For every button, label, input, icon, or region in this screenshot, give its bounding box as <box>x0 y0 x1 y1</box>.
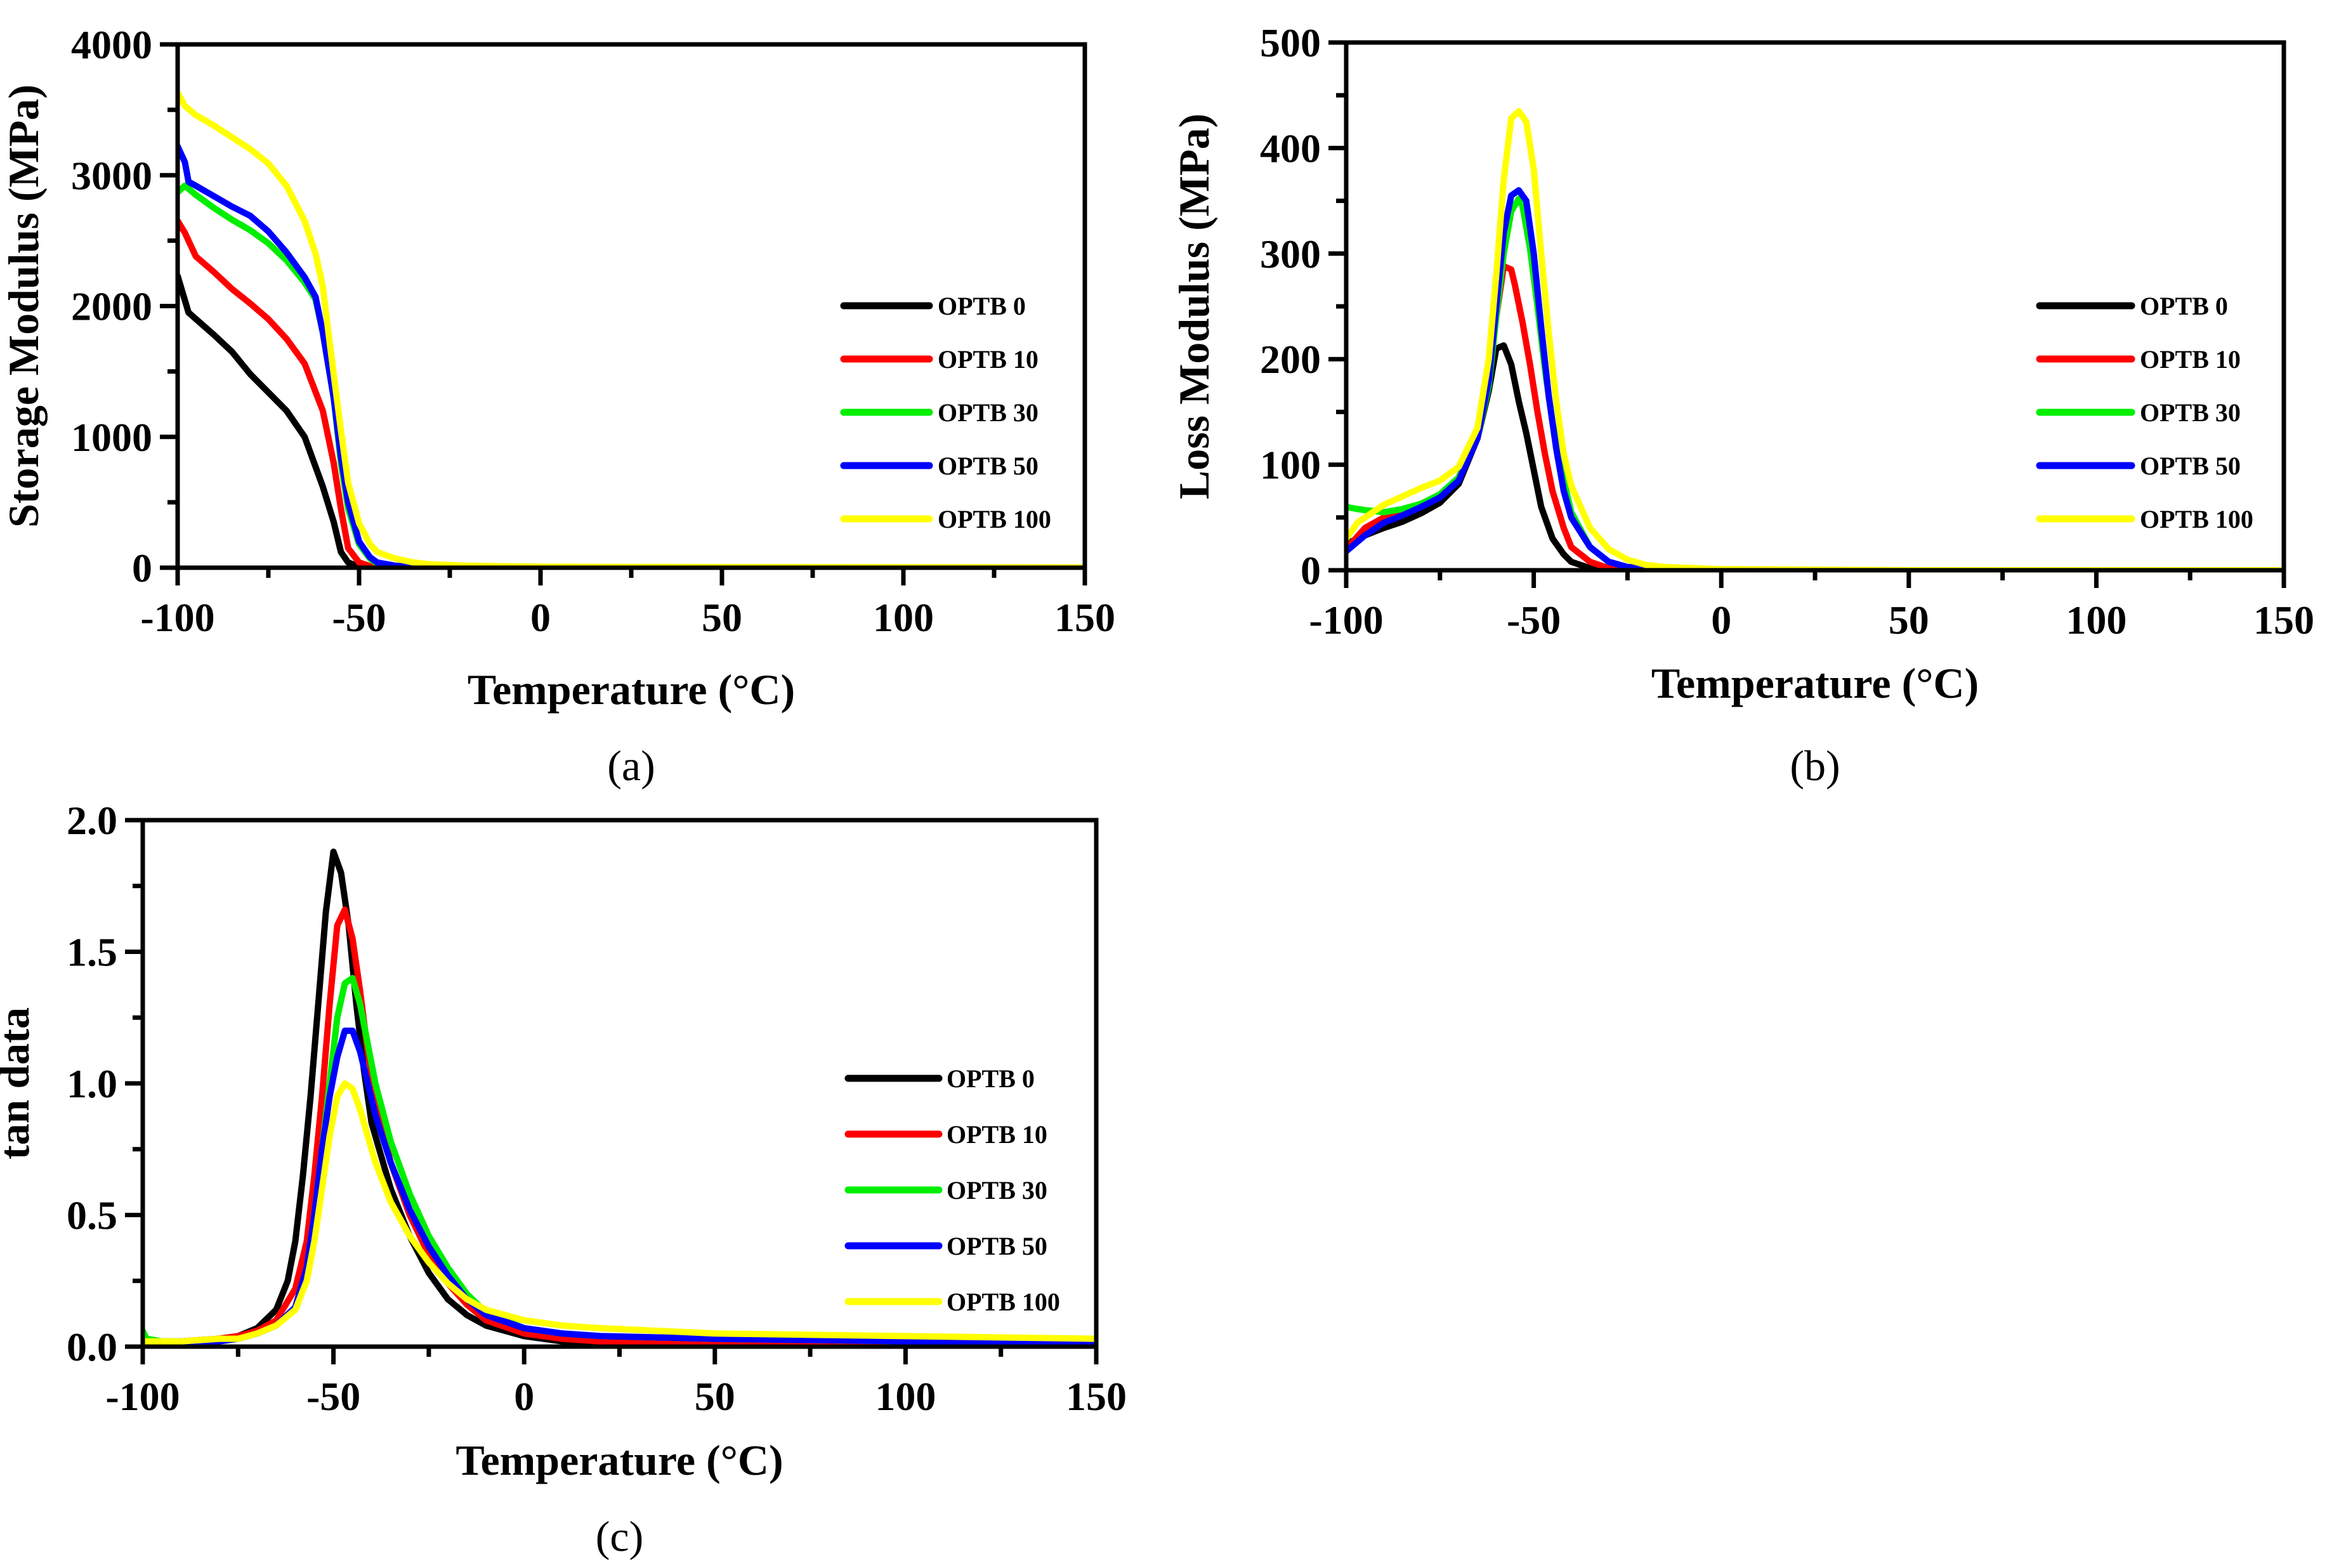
y-tick-label: 0 <box>132 546 152 591</box>
series-line-optb-0 <box>143 848 1096 1347</box>
legend: OPTB 0 OPTB 10 OPTB 30 OPTB 50 OPTB 100 <box>2036 292 2253 533</box>
series-line-optb-50 <box>178 143 1085 568</box>
x-tick-label: 50 <box>702 595 742 640</box>
y-tick-label: 4000 <box>71 22 152 67</box>
x-tick-label: -50 <box>306 1374 360 1419</box>
y-tick-label: 1000 <box>71 415 152 460</box>
x-tick-label: 0 <box>514 1374 534 1419</box>
legend-label: OPTB 10 <box>947 1120 1047 1149</box>
legend-label: OPTB 50 <box>947 1232 1047 1260</box>
legend-label: OPTB 50 <box>938 452 1039 480</box>
y-tick-label: 0.0 <box>67 1324 117 1369</box>
y-axis-title: Storage Modulus (MPa) <box>0 84 48 528</box>
x-tick-label: 50 <box>1889 598 1929 643</box>
x-tick-label: -100 <box>1309 598 1383 643</box>
legend-label: OPTB 50 <box>2140 452 2241 480</box>
panel-label: (b) <box>1790 742 1840 790</box>
x-tick-label: -50 <box>1507 598 1561 643</box>
legend: OPTB 0 OPTB 10 OPTB 30 OPTB 50 OPTB 100 <box>844 1064 1060 1316</box>
legend-label: OPTB 30 <box>938 398 1039 427</box>
series-line-optb-100 <box>178 89 1085 568</box>
y-tick-label: 400 <box>1260 126 1321 171</box>
panel-label: (a) <box>607 742 655 790</box>
x-axis-title: Temperature (°C) <box>468 665 795 714</box>
x-axis-title: Temperature (°C) <box>456 1436 783 1484</box>
x-tick-label: 100 <box>2066 598 2127 643</box>
y-tick-label: 3000 <box>71 153 152 198</box>
panel-label: (c) <box>596 1512 643 1560</box>
series-line-optb-100 <box>1346 108 2284 570</box>
x-tick-label: -100 <box>140 595 214 640</box>
panel-c-tan-delta: -100 -50 0 50 100 150 0.0 0.5 1.0 1.5 2.0 Temperatu… <box>0 798 1127 1560</box>
legend-label: OPTB 0 <box>938 292 1026 320</box>
series-line-optb-100 <box>143 1080 1096 1345</box>
x-tick-label: -100 <box>105 1374 180 1419</box>
x-tick-label: 150 <box>1066 1374 1127 1419</box>
legend-label: OPTB 10 <box>2140 345 2241 374</box>
legend: OPTB 0 OPTB 10 OPTB 30 OPTB 50 OPTB 100 <box>840 292 1051 533</box>
legend-label: OPTB 30 <box>947 1176 1047 1205</box>
x-tick-label: 0 <box>1711 598 1731 643</box>
legend-label: OPTB 100 <box>2140 505 2253 533</box>
y-tick-label: 2000 <box>71 284 152 329</box>
panel-a-storage-modulus: -100 -50 0 50 100 150 0 1000 2000 3000 4000 Tempera… <box>0 22 1115 790</box>
legend-label: OPTB 0 <box>947 1064 1035 1093</box>
panel-b-loss-modulus: -100 -50 0 50 100 150 0 100 200 300 400 500 Temperat… <box>1170 20 2314 790</box>
x-tick-label: 150 <box>2253 598 2314 643</box>
legend-label: OPTB 100 <box>938 505 1051 533</box>
y-tick-label: 200 <box>1260 337 1321 382</box>
series-line-optb-0 <box>1346 342 2284 570</box>
y-tick-label: 0 <box>1301 548 1321 593</box>
series-line-optb-50 <box>1346 187 2284 570</box>
x-tick-label: 150 <box>1054 595 1115 640</box>
x-tick-label: 100 <box>873 595 934 640</box>
x-tick-label: -50 <box>332 595 386 640</box>
x-tick-label: 50 <box>695 1374 735 1419</box>
x-axis-title: Temperature (°C) <box>1651 659 1979 707</box>
y-tick-label: 1.5 <box>67 930 117 975</box>
legend-label: OPTB 10 <box>938 345 1039 374</box>
y-axis-title: tan data <box>0 1007 38 1160</box>
y-tick-label: 100 <box>1260 443 1321 488</box>
y-axis-title: Loss Modulus (MPa) <box>1170 114 1218 499</box>
x-tick-label: 100 <box>875 1374 936 1419</box>
legend-label: OPTB 0 <box>2140 292 2228 320</box>
x-tick-label: 0 <box>530 595 551 640</box>
legend-label: OPTB 100 <box>947 1288 1060 1316</box>
legend-label: OPTB 30 <box>2140 398 2241 427</box>
y-tick-label: 300 <box>1260 232 1321 277</box>
y-tick-label: 1.0 <box>67 1061 117 1106</box>
series-line-optb-10 <box>143 906 1096 1347</box>
y-tick-label: 2.0 <box>67 798 117 843</box>
y-tick-label: 500 <box>1260 20 1321 65</box>
y-tick-label: 0.5 <box>67 1193 117 1238</box>
